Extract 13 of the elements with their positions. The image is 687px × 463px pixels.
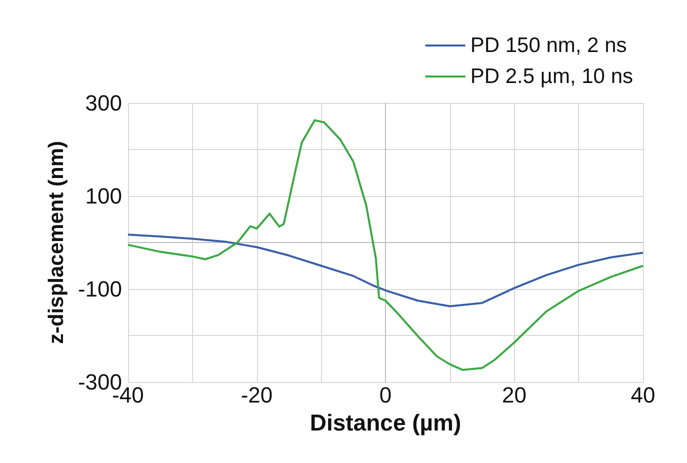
- x-tick-label: 20: [502, 382, 526, 408]
- y-axis-title: z-displacement (nm): [45, 140, 68, 344]
- legend-label: PD 150 nm, 2 ns: [470, 34, 627, 57]
- y-tick-label: 100: [85, 184, 122, 208]
- x-tick-label: 0: [379, 382, 392, 408]
- x-tick-label: 40: [630, 382, 656, 408]
- x-axis-title: Distance (µm): [310, 409, 462, 436]
- legend-label: PD 2.5 µm, 10 ns: [470, 65, 634, 88]
- y-tick-label: -100: [78, 276, 122, 302]
- x-tick-label: -20: [240, 382, 273, 408]
- line-series: [127, 234, 644, 308]
- line-series: [127, 119, 644, 371]
- y-tick-label: 300: [85, 90, 122, 116]
